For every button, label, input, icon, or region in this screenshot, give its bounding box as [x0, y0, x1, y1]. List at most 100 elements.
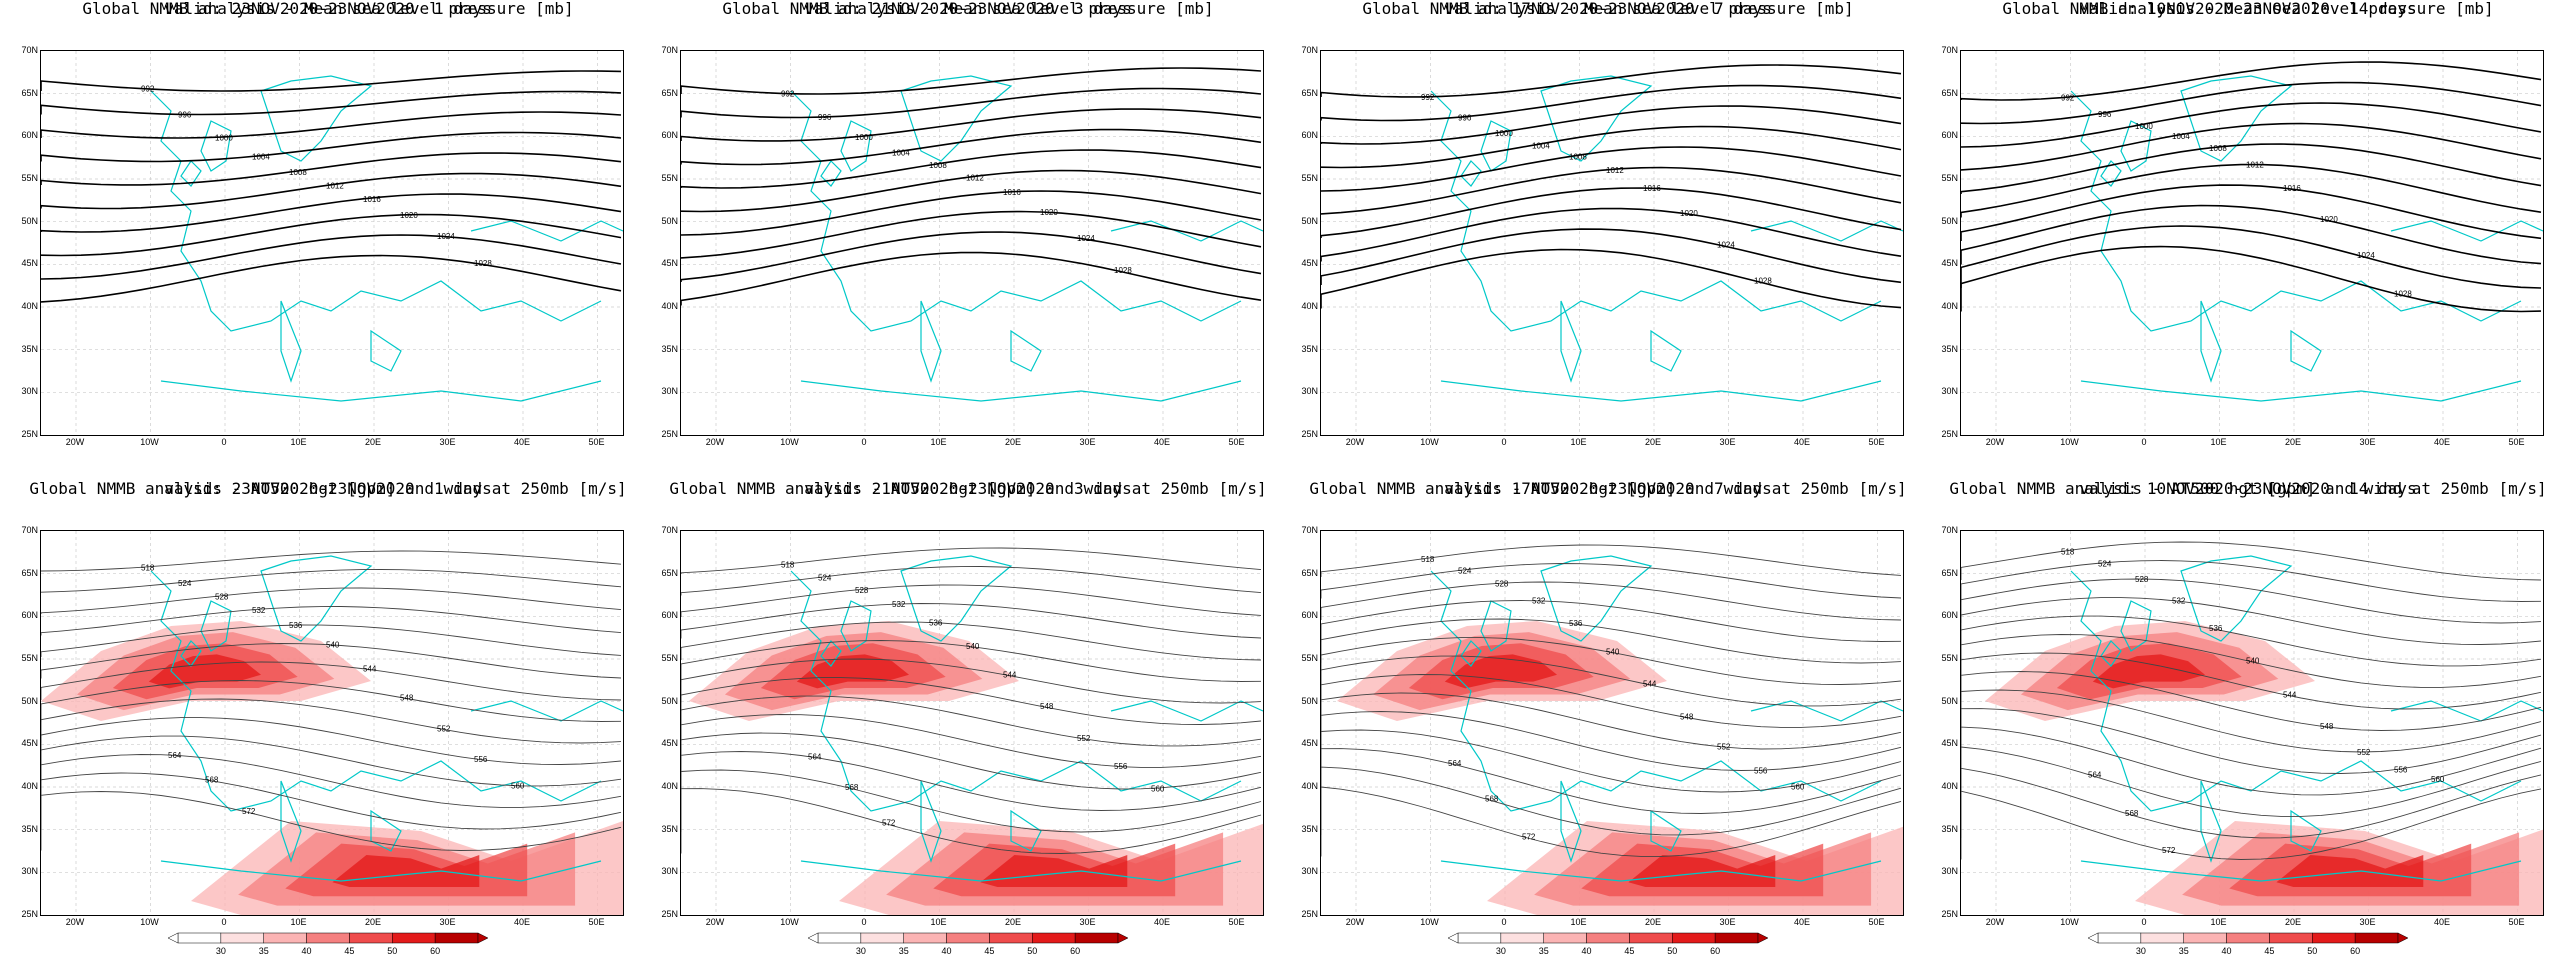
contour-line: [41, 234, 622, 280]
contour-line: [1321, 187, 1902, 238]
coastline: [1460, 640, 1482, 667]
jet-stream-shading: [2276, 854, 2424, 887]
contour-label: 556: [1754, 766, 1768, 775]
coastline: [840, 600, 872, 652]
coastline: [2070, 570, 2522, 812]
contour-line: [1961, 788, 2542, 860]
latitude-label: 65N: [1941, 87, 1958, 98]
contour-label: 1004: [252, 153, 270, 162]
contour-label: 572: [1522, 833, 1536, 842]
coastline: [200, 120, 232, 172]
longitude-label: 20W: [1985, 917, 2005, 927]
contour-label: 1016: [1643, 184, 1661, 193]
coastline: [280, 780, 302, 863]
coastline: [2290, 809, 2322, 852]
panel-valid-date: valid: 17NOV2020-23NOV2020 7 days: [1444, 479, 1772, 498]
coastline: [1750, 220, 1903, 242]
longitude-label: 30E: [2359, 917, 2376, 927]
longitude-label: 20W: [1345, 917, 1365, 927]
contour-line: [1961, 671, 2542, 731]
colorbar-segment: [220, 932, 264, 944]
latitude-label: 70N: [21, 525, 38, 535]
contour-label: 544: [1643, 679, 1657, 688]
map-canvas: 518 524 528 532 536 540 544 548 552 556 560 564 568 5…: [1961, 531, 2543, 915]
longitude-label: 10W: [780, 917, 799, 927]
contour-line: [41, 735, 622, 787]
latitude-label: 50N: [1941, 215, 1958, 226]
longitude-label: 20W: [705, 437, 725, 447]
contour-line: [1961, 541, 2542, 581]
contour-line: [681, 677, 1262, 725]
latitude-label: 45N: [661, 258, 678, 269]
contour-label: 564: [168, 751, 182, 760]
longitude-label: 20E: [1644, 437, 1661, 447]
colorbar-label: 45: [984, 946, 995, 956]
latitude-label: 55N: [661, 653, 678, 663]
latitude-label: 25N: [1301, 909, 1318, 919]
map-panel-4: Global NMMB analysis - Mean sea level pr…: [1928, 0, 2560, 480]
map-canvas: 992 996 1000 1004 1008 1012 1016 1020 1024 1028: [1961, 51, 2543, 435]
latitude-label: 35N: [661, 343, 678, 354]
contour-line: [1321, 674, 1902, 728]
colorbar-arrow: [1757, 932, 1768, 944]
colorbar-segment: [946, 932, 990, 944]
contour-label: 1028: [1754, 277, 1772, 286]
longitude-label: 50E: [1228, 917, 1245, 927]
contour-label: 518: [781, 561, 795, 570]
map-panel-3: Global NMMB analysis - Mean sea level pr…: [1288, 0, 1928, 480]
contour-line: [41, 643, 622, 679]
colorbar-label: 30: [1495, 946, 1506, 956]
coastline: [1460, 160, 1482, 187]
latitude-label: 35N: [1941, 343, 1958, 354]
colorbar-segment: [1074, 932, 1119, 944]
contour-label: 560: [2431, 775, 2445, 784]
latitude-label: 30N: [1301, 386, 1318, 397]
coastline: [2080, 860, 2522, 882]
colorbar-segment: [1457, 932, 1502, 944]
contour-line: [1321, 64, 1902, 98]
coastline: [160, 380, 602, 402]
colorbar-arrow: [2088, 932, 2099, 944]
contour-label: 1024: [1077, 234, 1095, 243]
longitude-label: 50E: [1868, 437, 1885, 447]
colorbar-arrow: [808, 932, 819, 944]
coastline: [470, 700, 623, 722]
colorbar-segment: [2097, 932, 2142, 944]
coastline: [370, 809, 402, 852]
coastline: [840, 120, 872, 172]
contour-label: 536: [289, 621, 303, 630]
longitude-label: 20E: [2284, 437, 2301, 447]
longitude-label: 30E: [1079, 437, 1096, 447]
latitude-label: 70N: [1941, 525, 1958, 535]
panel-title: Global NMMB analysis - Mean sea level pr…: [1362, 0, 1854, 18]
colorbar-label: 40: [2221, 946, 2232, 956]
contour-label: 996: [1458, 113, 1472, 122]
map-frame: 992 996 1000 1004 1008 1012 1016 1020 1024 1028: [1320, 50, 1904, 436]
coastline: [370, 329, 402, 372]
coastline: [180, 160, 202, 187]
latitude-label: 50N: [661, 215, 678, 226]
coastline: [150, 90, 602, 332]
latitude-label: 60N: [1301, 610, 1318, 621]
contour-line: [41, 624, 622, 657]
colorbar-label: 60: [430, 946, 441, 956]
latitude-label: 25N: [661, 909, 678, 919]
contour-label: 992: [2061, 94, 2075, 103]
colorbar-label: 45: [2264, 946, 2275, 956]
colorbar-arrow: [1117, 932, 1128, 944]
jet-stream-shading: [332, 854, 480, 887]
coastline: [260, 555, 373, 642]
latitude-label: 45N: [1301, 258, 1318, 269]
contour-label: 544: [1003, 670, 1017, 679]
map-frame: 518 524 528 532 536 540 544 548 552 556 560 564 568 5…: [1320, 530, 1904, 916]
contour-label: 1004: [892, 148, 910, 157]
contour-line: [681, 603, 1262, 639]
contour-line: [41, 754, 622, 808]
coastline: [900, 75, 1013, 162]
contour-label: 552: [437, 724, 451, 733]
contour-label: 528: [1495, 580, 1509, 589]
contour-line: [1321, 105, 1902, 145]
contour-line: [1321, 581, 1902, 621]
latitude-label: 30N: [1941, 386, 1958, 397]
contour-line: [1321, 207, 1902, 262]
